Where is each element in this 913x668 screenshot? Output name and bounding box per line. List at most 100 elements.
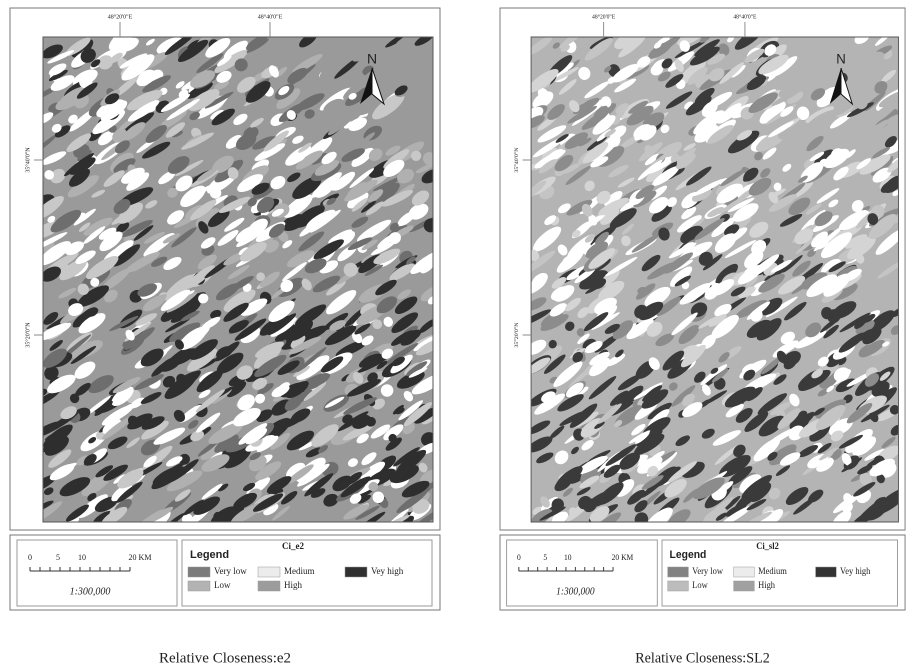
raster-patch (686, 166, 712, 186)
raster-patch (236, 227, 265, 248)
raster-patch (77, 150, 92, 162)
raster-patch (344, 179, 378, 202)
raster-patch (400, 59, 419, 72)
raster-patch (48, 63, 67, 76)
raster-patch (256, 435, 279, 453)
legend-swatch (733, 580, 755, 592)
raster-patch (829, 52, 858, 69)
raster-patch (142, 295, 166, 312)
raster-patch (406, 256, 416, 265)
raster-patch (103, 170, 125, 187)
raster-patch (554, 154, 574, 172)
raster-patch (582, 142, 609, 164)
raster-patch (756, 318, 782, 341)
raster-patch (746, 301, 771, 320)
raster-patch (43, 311, 59, 325)
raster-patch (724, 239, 757, 259)
raster-patch (240, 298, 268, 316)
scale-label: 10 (564, 553, 572, 562)
raster-patch (121, 167, 145, 184)
raster-patch (196, 412, 221, 433)
raster-patch (795, 330, 827, 349)
raster-patch (592, 115, 616, 135)
raster-patch (116, 481, 143, 503)
raster-patch (272, 505, 291, 521)
raster-patch (280, 279, 294, 293)
raster-patch (296, 355, 330, 381)
raster-patch (270, 317, 297, 337)
raster-patch (860, 39, 889, 58)
raster-patch (166, 470, 203, 492)
raster-patch (760, 297, 783, 316)
raster-patch (183, 499, 204, 516)
raster-patch (744, 250, 764, 269)
raster-patch (78, 222, 91, 232)
raster-patch (223, 289, 256, 312)
raster-patch (701, 428, 715, 439)
raster-patch (383, 109, 414, 133)
raster-patch (568, 100, 580, 113)
raster-patch (50, 75, 75, 91)
raster-patch (708, 314, 727, 327)
bottom-frame (499, 534, 906, 611)
raster-patch (634, 512, 649, 522)
raster-patch (218, 196, 251, 213)
raster-patch (725, 403, 744, 418)
legend-label: Very low (692, 566, 723, 576)
raster-patch (828, 199, 839, 208)
raster-patch (181, 132, 214, 150)
raster-patch (287, 67, 308, 84)
raster-patch (758, 273, 785, 293)
raster-patch (83, 217, 113, 236)
raster-patch (179, 404, 202, 423)
raster-patch (810, 37, 834, 55)
raster-patch (214, 434, 239, 453)
raster-patch (254, 354, 287, 378)
raster-patch (855, 319, 875, 335)
raster-patch (323, 98, 345, 115)
raster-patch (355, 505, 380, 520)
raster-patch (664, 478, 687, 498)
raster-patch (761, 509, 784, 522)
north-label: N (367, 51, 377, 67)
raster-patch (886, 116, 897, 125)
raster-patch (746, 276, 758, 288)
raster-patch (278, 85, 290, 96)
raster-patch (794, 228, 814, 245)
raster-patch (127, 100, 160, 122)
raster-patch (120, 37, 139, 52)
raster-patch (195, 389, 225, 413)
raster-patch (378, 119, 388, 126)
raster-patch (744, 48, 765, 63)
raster-patch (299, 37, 318, 48)
coord-top: 48°40'0"E (733, 13, 757, 20)
raster-patch (389, 222, 399, 232)
raster-patch (175, 175, 193, 192)
raster-patch (626, 318, 654, 340)
raster-patch (549, 425, 565, 439)
raster-patch (255, 393, 266, 404)
raster-patch (682, 402, 703, 418)
raster-patch (277, 360, 300, 375)
raster-patch (884, 135, 897, 148)
raster-patch (648, 357, 660, 371)
raster-patch (716, 103, 742, 124)
raster-patch (324, 325, 357, 346)
legend-swatch (187, 566, 211, 578)
scale-label: 5 (56, 553, 60, 562)
raster-patch (124, 327, 155, 350)
legend-label: Vey high (371, 566, 404, 576)
raster-patch (415, 163, 433, 174)
raster-patch (750, 254, 780, 277)
raster-patch (589, 357, 611, 377)
raster-patch (367, 372, 378, 383)
raster-patch (189, 339, 218, 360)
raster-patch (820, 232, 853, 259)
raster-patch (174, 339, 185, 350)
raster-patch (319, 260, 339, 274)
raster-patch (391, 312, 419, 334)
raster-patch (823, 324, 839, 339)
legend-box (181, 539, 433, 607)
raster-patch (773, 182, 782, 191)
raster-patch (727, 197, 755, 213)
